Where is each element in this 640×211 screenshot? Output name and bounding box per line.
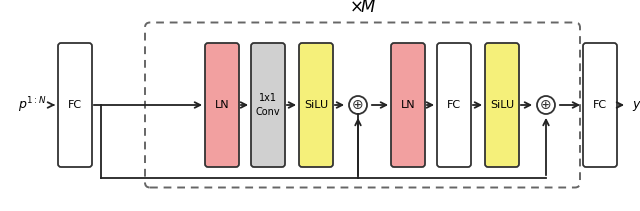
Text: SiLU: SiLU	[490, 100, 514, 110]
Text: FC: FC	[593, 100, 607, 110]
Circle shape	[537, 96, 555, 114]
Text: FC: FC	[68, 100, 82, 110]
Text: LN: LN	[401, 100, 415, 110]
Text: ⊕: ⊕	[352, 98, 364, 112]
Text: $y^{1:N}$: $y^{1:N}$	[632, 95, 640, 115]
FancyBboxPatch shape	[205, 43, 239, 167]
Text: $p^{1:N}$: $p^{1:N}$	[18, 95, 47, 115]
FancyBboxPatch shape	[485, 43, 519, 167]
FancyBboxPatch shape	[299, 43, 333, 167]
FancyBboxPatch shape	[58, 43, 92, 167]
Text: SiLU: SiLU	[304, 100, 328, 110]
FancyBboxPatch shape	[391, 43, 425, 167]
Circle shape	[349, 96, 367, 114]
Text: Conv: Conv	[256, 107, 280, 117]
FancyBboxPatch shape	[437, 43, 471, 167]
Text: FC: FC	[447, 100, 461, 110]
FancyBboxPatch shape	[251, 43, 285, 167]
FancyBboxPatch shape	[583, 43, 617, 167]
Text: $\times\!\mathit{M}$: $\times\!\mathit{M}$	[349, 0, 376, 15]
Text: 1x1: 1x1	[259, 93, 277, 103]
Text: ⊕: ⊕	[540, 98, 552, 112]
Text: LN: LN	[214, 100, 229, 110]
